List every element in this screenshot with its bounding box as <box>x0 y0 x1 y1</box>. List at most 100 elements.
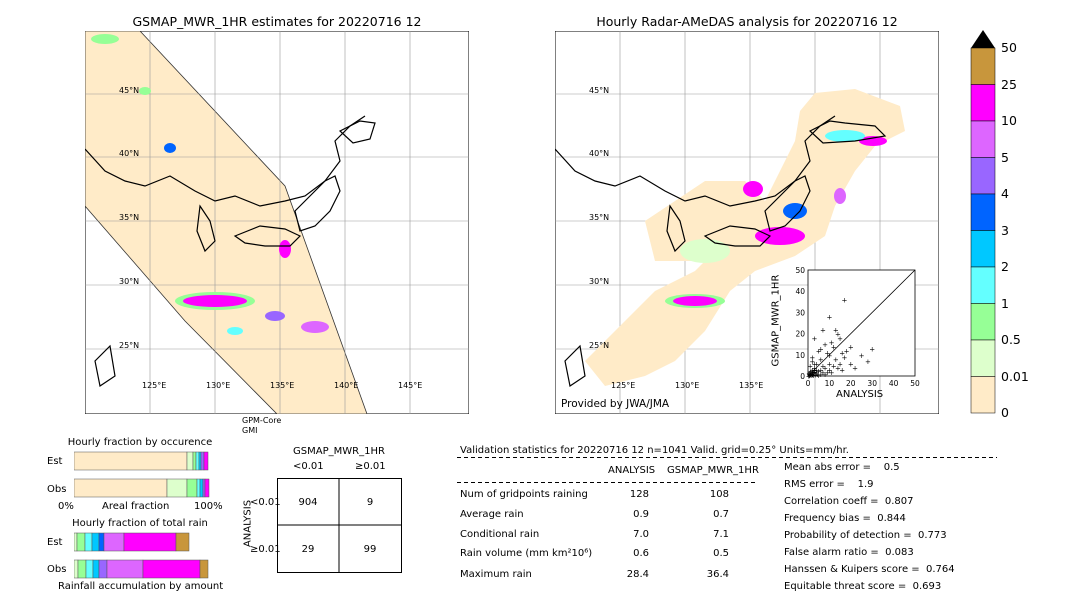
scatter-point: + <box>808 371 814 379</box>
scatter-point: + <box>837 335 843 343</box>
left-lat-label: 40°N <box>119 149 140 158</box>
scatter-point: + <box>839 367 845 375</box>
right-lon-label: 135°E <box>739 381 764 390</box>
provider-credit: Provided by JWA/JMA <box>561 398 670 410</box>
scatter-point: + <box>811 368 817 376</box>
scatter-point: + <box>835 331 841 339</box>
left-map <box>85 31 469 414</box>
occurrence-row-est: Est <box>47 456 63 467</box>
scatter-point: + <box>822 371 828 379</box>
scatter-x-tick: 10 <box>825 379 835 388</box>
scatter-point: + <box>831 362 837 370</box>
contingency-cell: 99 <box>363 544 377 555</box>
scatter-point: + <box>865 358 871 366</box>
score-line: Equitable threat score = 0.693 <box>784 581 942 592</box>
scatter-point: + <box>814 367 820 375</box>
scatter-x-tick: 40 <box>889 379 899 388</box>
validation-row-analysis: 128 <box>629 489 649 500</box>
scatter-point: + <box>818 356 824 364</box>
right-lat-label: 35°N <box>589 213 610 222</box>
scatter-point: + <box>809 370 815 378</box>
scatter-point: + <box>810 372 816 380</box>
left-map-rain <box>91 34 329 335</box>
scatter-point: + <box>807 372 813 380</box>
score-line: False alarm ratio = 0.083 <box>784 547 914 558</box>
validation-header: Validation statistics for 20220716 12 n=… <box>460 445 849 456</box>
left-lat-label: 45°N <box>119 86 140 95</box>
scatter-point: + <box>826 352 832 360</box>
score-line: RMS error = 1.9 <box>784 479 874 490</box>
colorbar-segment <box>970 303 996 341</box>
scatter-points: ++++++++++++++++++++++++++++++++++++++++… <box>806 297 876 381</box>
scatter-point: + <box>811 335 817 343</box>
colorbar-tick-label: 0 <box>1001 405 1009 420</box>
scatter-point: + <box>818 367 824 375</box>
score-line: Correlation coeff = 0.807 <box>784 496 914 507</box>
scatter-point: + <box>814 369 820 377</box>
satellite-label: GMI <box>242 426 258 435</box>
rain-bar-obs <box>74 559 209 579</box>
scatter-point: + <box>809 367 815 375</box>
scatter-point: + <box>826 360 832 368</box>
scatter-y-tick: 10 <box>795 351 805 360</box>
scatter-inset: ++++++++++++++++++++++++++++++++++++++++… <box>795 266 920 388</box>
right-lat-label: 25°N <box>589 341 610 350</box>
rain-row-est: Est <box>47 537 63 548</box>
scatter-point: + <box>811 365 817 373</box>
validation-row-label: Maximum rain <box>460 569 532 580</box>
scatter-point: + <box>835 365 841 373</box>
scatter-point: + <box>841 354 847 362</box>
rain-bar-est <box>74 532 190 552</box>
satellite-swath <box>85 31 368 414</box>
scatter-point: + <box>833 356 839 364</box>
occurrence-row-obs: Obs <box>47 484 67 495</box>
left-lon-label: 140°E <box>334 381 359 390</box>
colorbar-tick-label: 0.5 <box>1001 332 1021 347</box>
scatter-point: + <box>824 350 830 358</box>
scatter-point: + <box>848 360 854 368</box>
contingency-cell: 904 <box>298 497 318 508</box>
scatter-y-tick: 40 <box>795 287 805 296</box>
scatter-point: + <box>807 372 813 380</box>
scatter-point: + <box>841 297 847 305</box>
scatter-point: + <box>816 348 822 356</box>
scatter-ylabel: GSMAP_MWR_1HR <box>770 274 782 367</box>
contingency-cell: 29 <box>301 544 315 555</box>
right-map-coastlines <box>555 115 887 387</box>
scatter-point: + <box>826 367 832 375</box>
occurrence-axis-left: 0% <box>58 501 74 512</box>
scatter-point: + <box>815 371 821 379</box>
scatter-point: + <box>852 365 858 373</box>
scatter-point: + <box>869 345 875 353</box>
validation-row-label: Rain volume (mm km²10⁶) <box>460 548 593 559</box>
scatter-point: + <box>814 360 820 368</box>
scatter-point: + <box>811 360 817 368</box>
scatter-point: + <box>839 350 845 358</box>
satellite-label: GPM-Core <box>242 416 282 425</box>
contingency-title: GSMAP_MWR_1HR <box>293 446 385 457</box>
scatter-point: + <box>829 339 835 347</box>
left-map-coastlines <box>85 115 376 387</box>
scatter-point: + <box>806 370 812 378</box>
left-lon-label: 135°E <box>270 381 295 390</box>
validation-row-label: Average rain <box>460 509 524 520</box>
right-lon-label: 130°E <box>675 381 700 390</box>
colorbar-segment <box>970 157 996 195</box>
colorbar-tick-label: 2 <box>1001 259 1009 274</box>
scatter-x-tick: 0 <box>806 379 811 388</box>
right-map <box>555 31 939 414</box>
scatter-y-tick: 30 <box>795 308 805 317</box>
left-lon-label: 125°E <box>142 381 167 390</box>
colorbar-extend-arrow <box>971 30 995 48</box>
scatter-point: + <box>808 372 814 380</box>
validation-row-label: Conditional rain <box>460 529 540 540</box>
validation-col-gsmap: GSMAP_MWR_1HR <box>667 465 759 476</box>
scatter-point: + <box>829 369 835 377</box>
validation-row-analysis: 28.4 <box>626 569 649 580</box>
score-line: Hanssen & Kuipers score = 0.764 <box>784 564 955 575</box>
scatter-point: + <box>811 369 817 377</box>
validation-dividers <box>457 457 997 483</box>
colorbar-segment <box>970 266 996 304</box>
scatter-point: + <box>826 314 832 322</box>
scatter-point: + <box>809 354 815 362</box>
